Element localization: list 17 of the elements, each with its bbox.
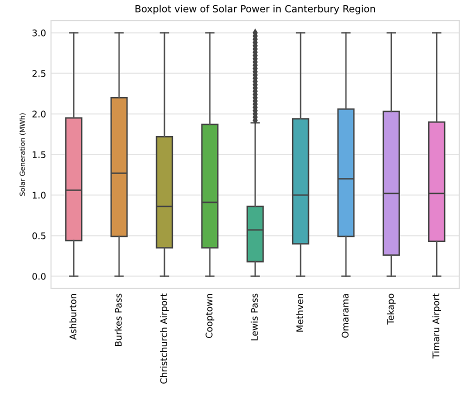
x-tick-label: Cooptown	[206, 294, 214, 338]
x-tick-label: Burkes Pass	[114, 294, 122, 346]
y-tick-label: 2.5	[32, 70, 46, 77]
y-tick-label: 0.0	[32, 272, 46, 280]
y-tick-label: 3.0	[32, 30, 46, 36]
chart-title: Boxplot view of Solar Power in Canterbury Region	[136, 4, 375, 14]
x-tick-label: Methven	[296, 294, 304, 332]
x-tick-label: Tekapo	[386, 294, 396, 325]
y-tick-label: 0.5	[32, 232, 46, 240]
y-tick-label: 1.0	[32, 192, 46, 199]
x-tick-label: Omarama	[342, 294, 349, 338]
x-tick-label: Ashburton	[69, 294, 76, 340]
x-tick-label: Lewis Pass	[250, 294, 258, 340]
x-tick-label: Timaru Airport	[432, 293, 442, 359]
y-tick-label: 2.0	[32, 110, 46, 118]
y-tick-label: 1.5	[32, 151, 46, 158]
x-tick-label: Christchurch Airport	[160, 293, 169, 384]
